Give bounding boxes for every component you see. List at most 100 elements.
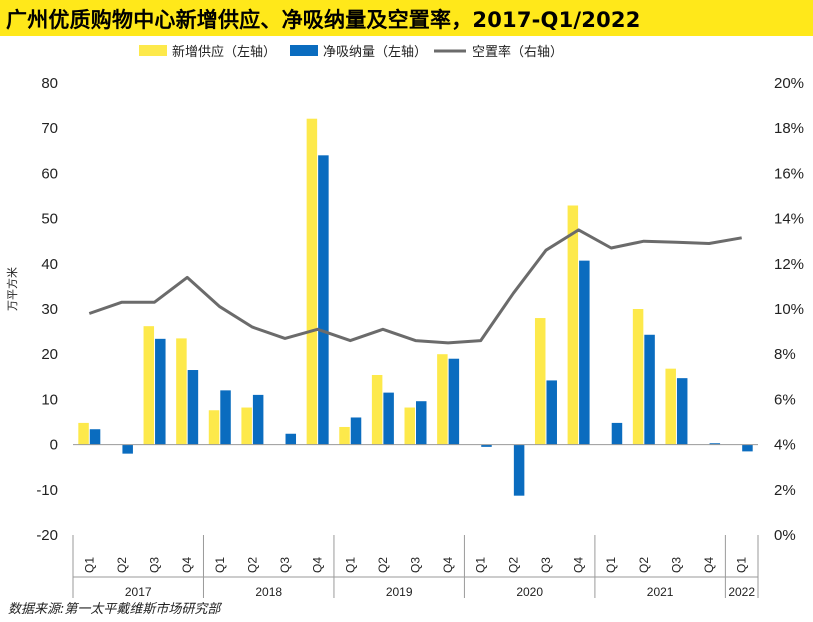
x-tick-year: 2022: [728, 585, 755, 598]
y-tick-label: -20: [36, 527, 58, 544]
legend-label: 净吸纳量（左轴）: [323, 45, 427, 60]
absorption-bar: [644, 334, 655, 445]
absorption-bar: [481, 444, 492, 447]
source-note: 数据来源:第一太平戴维斯市场研究部: [8, 602, 221, 617]
y-tick-label: 50: [41, 211, 58, 228]
y-tick-label: 0: [50, 437, 58, 454]
chart-area: 新增供应（左轴） 净吸纳量（左轴） 空置率（右轴） -20 -10 0 10 20 30 40 5…: [5, 44, 804, 598]
supply-bar: [143, 326, 155, 445]
y2-tick-label: 20%: [774, 75, 804, 92]
x-tick-year: 2020: [516, 585, 543, 598]
y2-tick-label: 2%: [774, 482, 796, 499]
y-tick-label: 20: [41, 346, 58, 363]
y-tick-label: -10: [36, 482, 58, 499]
y-tick-label: 70: [41, 120, 58, 137]
x-tick-quarter: Q3: [669, 557, 683, 573]
legend: 新增供应（左轴） 净吸纳量（左轴） 空置率（右轴）: [139, 44, 563, 60]
y-axis-left: -20 -10 0 10 20 30 40 50 60 70 80: [36, 75, 58, 544]
absorption-bar: [383, 392, 394, 445]
y2-tick-label: 14%: [774, 211, 804, 228]
absorption-bar: [611, 422, 623, 445]
absorption-bar: [448, 358, 460, 445]
y2-tick-label: 16%: [774, 165, 804, 182]
y2-tick-label: 10%: [774, 301, 804, 318]
x-tick-quarter: Q2: [506, 557, 520, 573]
y-tick-label: 80: [41, 75, 58, 92]
x-tick-quarter: Q4: [311, 557, 325, 573]
chart-title: 广州优质购物中心新增供应、净吸纳量及空置率，2017-Q1/2022: [6, 8, 641, 32]
x-tick-quarter: Q2: [245, 557, 259, 573]
supply-bar: [404, 407, 415, 445]
legend-swatch: [139, 45, 167, 56]
absorption-bar: [579, 260, 590, 445]
supply-bar: [437, 354, 448, 445]
x-tick-quarter: Q1: [474, 557, 488, 573]
supply-bar: [665, 368, 676, 445]
x-tick-quarter: Q1: [735, 557, 749, 573]
x-tick-quarter: Q2: [376, 557, 390, 573]
supply-bar: [339, 426, 350, 445]
supply-bar: [534, 318, 546, 445]
absorption-bar: [513, 444, 525, 496]
x-tick-year: 2018: [255, 585, 282, 598]
y-axis-title: 万平方米: [5, 267, 19, 311]
supply-bar: [176, 338, 187, 445]
title-banner: 广州优质购物中心新增供应、净吸纳量及空置率，2017-Q1/2022: [0, 0, 813, 36]
legend-label: 新增供应（左轴）: [172, 44, 276, 60]
legend-label: 空置率（右轴）: [472, 44, 563, 60]
supply-bar: [632, 309, 644, 445]
x-tick-quarter: Q4: [441, 557, 455, 573]
x-tick-quarter: Q3: [148, 557, 162, 573]
x-tick-quarter: Q1: [343, 557, 357, 573]
x-tick-quarter: Q3: [409, 557, 423, 573]
supply-bar: [208, 410, 220, 445]
absorption-bar: [252, 394, 264, 445]
supply-bar: [241, 407, 252, 445]
absorption-bar: [122, 444, 133, 454]
x-tick-quarter: Q4: [180, 557, 194, 573]
x-tick-year: 2019: [386, 585, 413, 598]
x-axis: Q1 Q2 Q3 Q4 Q1 Q2 Q3 Q4 Q1 Q2 Q3 Q4 Q1 Q2 Q3 Q4 Q1 Q2 Q3 Q4…: [72, 535, 759, 598]
y2-tick-label: 12%: [774, 256, 804, 273]
absorption-bar: [546, 380, 557, 445]
vacancy-line-layer: [88, 228, 742, 345]
x-tick-quarter: Q2: [637, 557, 651, 573]
supply-bar: [371, 374, 383, 445]
absorption-bar: [285, 433, 297, 445]
x-tick-year: 2017: [125, 585, 152, 598]
supply-bar: [306, 118, 318, 445]
x-tick-year: 2021: [647, 585, 674, 598]
y2-tick-label: 4%: [774, 437, 796, 454]
x-tick-quarter: Q3: [539, 557, 553, 573]
y-tick-label: 30: [41, 301, 58, 318]
x-tick-quarter: Q4: [702, 557, 716, 573]
absorption-bar: [220, 390, 231, 445]
x-tick-quarter: Q4: [572, 557, 586, 573]
absorption-bar: [676, 378, 688, 445]
x-tick-quarter: Q1: [213, 557, 227, 573]
x-tick-quarter: Q3: [278, 557, 292, 573]
absorption-bar: [416, 401, 427, 445]
x-tick-quarter: Q2: [115, 557, 129, 573]
legend-swatch: [290, 45, 318, 56]
y-tick-label: 60: [41, 165, 58, 182]
vacancy-line: [88, 228, 742, 345]
y2-tick-label: 18%: [774, 120, 804, 137]
y-axis-right: 0% 2% 4% 6% 8% 10% 12% 14% 16% 18% 20%: [774, 75, 804, 544]
y2-tick-label: 0%: [774, 527, 796, 544]
supply-bar: [78, 422, 89, 445]
absorption-bar: [89, 429, 101, 445]
y2-tick-label: 8%: [774, 346, 796, 363]
absorption-bar: [709, 443, 721, 445]
absorption-bar: [155, 338, 166, 445]
x-tick-quarter: Q1: [82, 557, 96, 573]
x-tick-quarter: Q1: [604, 557, 618, 573]
absorption-bar: [742, 444, 753, 452]
y2-tick-label: 6%: [774, 391, 796, 408]
absorption-bar: [350, 417, 362, 445]
y-tick-label: 10: [41, 391, 58, 408]
absorption-bar: [187, 370, 199, 445]
y-tick-label: 40: [41, 256, 58, 273]
supply-bar: [567, 205, 579, 445]
bars-layer: [78, 118, 753, 496]
